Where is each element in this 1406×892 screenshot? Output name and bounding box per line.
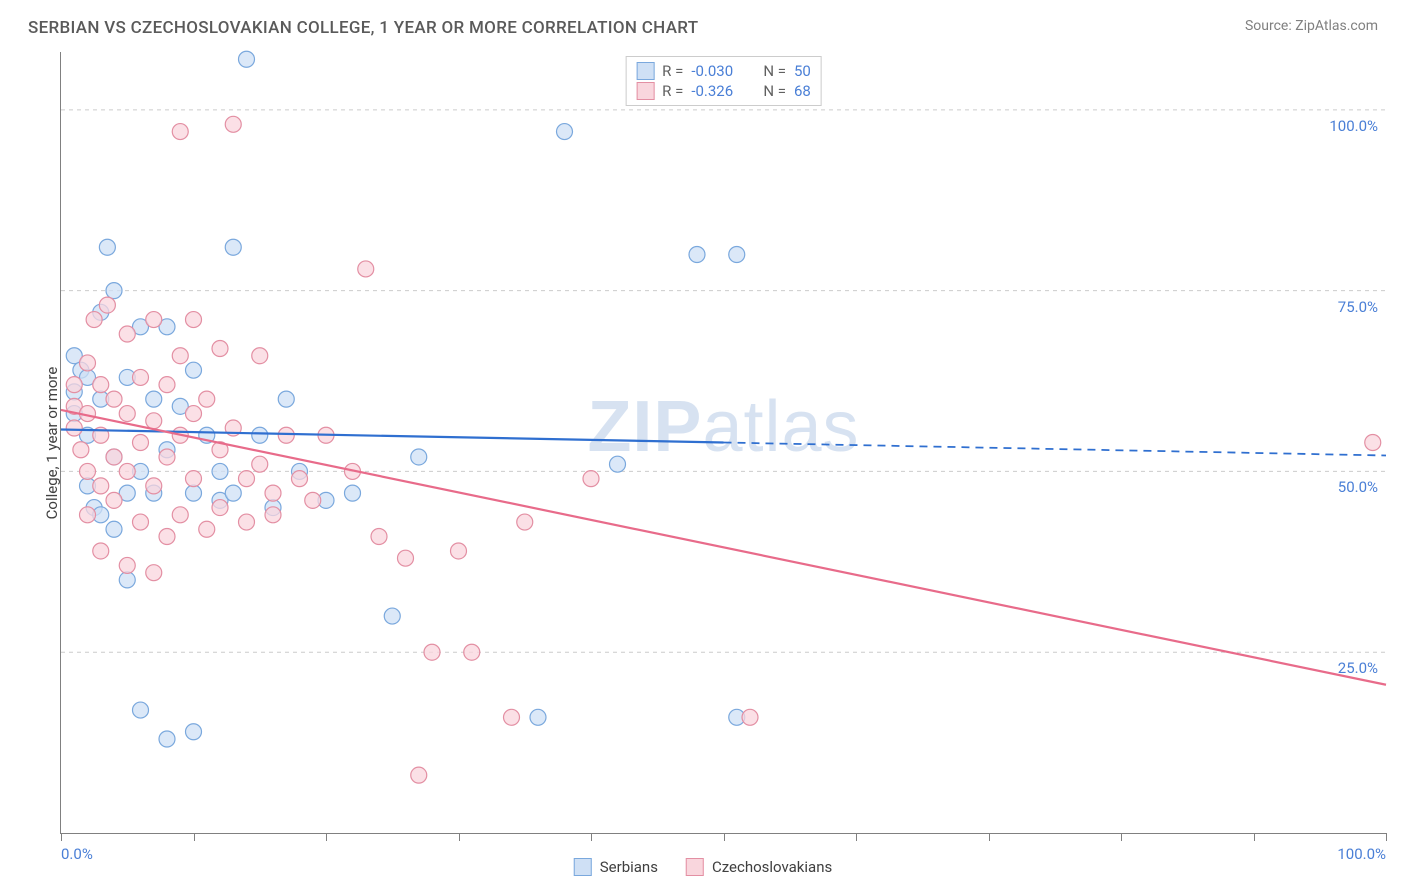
- legend-item-serbians: Serbians: [574, 858, 658, 876]
- x-tick: [1254, 833, 1255, 841]
- legend-stats-row-0: R = -0.030 N = 50: [636, 61, 811, 81]
- r-value-1: -0.326: [691, 82, 747, 100]
- chart-title: SERBIAN VS CZECHOSLOVAKIAN COLLEGE, 1 YE…: [28, 18, 698, 38]
- source-label: Source: ZipAtlas.com: [1245, 18, 1378, 34]
- legend-label-czech: Czechoslovakians: [712, 858, 832, 876]
- y-axis-label: College, 1 year or more: [43, 367, 61, 520]
- x-tick: [1386, 833, 1387, 841]
- x-tick: [591, 833, 592, 841]
- x-tick: [459, 833, 460, 841]
- swatch-czech: [636, 82, 654, 100]
- plot-area: ZIPatlas R = -0.030 N = 50 R = -0.326 N …: [60, 52, 1386, 834]
- chart-svg: [61, 52, 1386, 833]
- swatch-serbians-icon: [574, 858, 592, 876]
- x-tick: [856, 833, 857, 841]
- legend-stats-row-1: R = -0.326 N = 68: [636, 81, 811, 101]
- swatch-czech-icon: [686, 858, 704, 876]
- swatch-serbians: [636, 62, 654, 80]
- x-tick: [1121, 833, 1122, 841]
- y-tick-label: 75.0%: [1338, 298, 1378, 316]
- n-value-1: 68: [794, 82, 811, 100]
- legend-label-serbians: Serbians: [600, 858, 658, 876]
- r-value-0: -0.030: [691, 62, 747, 80]
- legend-item-czech: Czechoslovakians: [686, 858, 832, 876]
- y-tick-label: 25.0%: [1338, 659, 1378, 677]
- n-label-1: N =: [763, 82, 786, 100]
- y-tick-label: 50.0%: [1338, 478, 1378, 496]
- n-label-0: N =: [763, 62, 786, 80]
- x-tick: [194, 833, 195, 841]
- x-tick: [989, 833, 990, 841]
- x-axis-start-label: 0.0%: [61, 845, 93, 863]
- x-axis-end-label: 100.0%: [1337, 845, 1386, 863]
- n-value-0: 50: [794, 62, 811, 80]
- legend-series: Serbians Czechoslovakians: [574, 858, 833, 876]
- x-tick: [326, 833, 327, 841]
- x-tick: [724, 833, 725, 841]
- r-label-0: R =: [662, 62, 683, 80]
- x-tick: [61, 833, 62, 841]
- chart-container: College, 1 year or more ZIPatlas R = -0.…: [40, 52, 1386, 834]
- r-label-1: R =: [662, 82, 683, 100]
- legend-stats: R = -0.030 N = 50 R = -0.326 N = 68: [625, 56, 822, 106]
- y-tick-label: 100.0%: [1329, 117, 1378, 135]
